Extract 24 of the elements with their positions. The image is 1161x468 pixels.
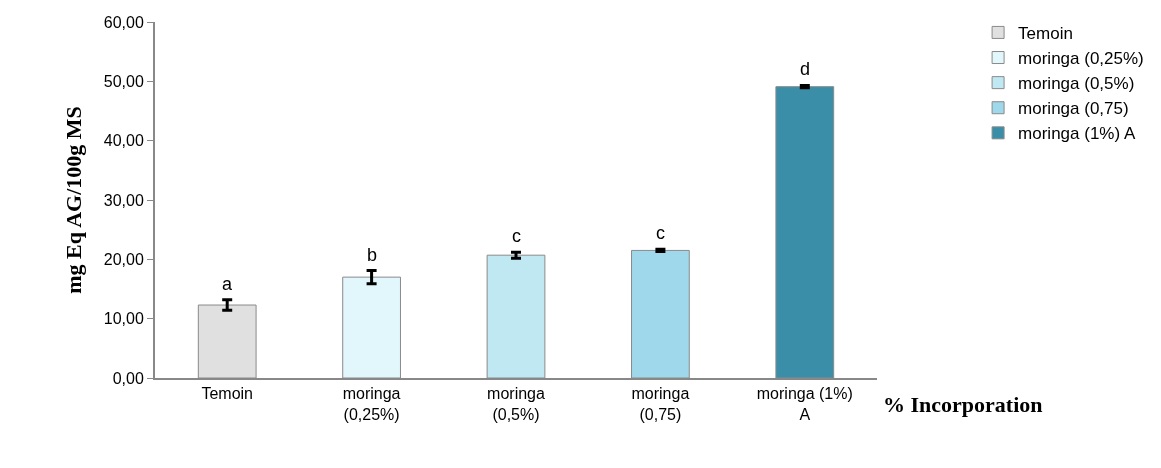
legend-label: Temoin bbox=[1018, 24, 1073, 44]
legend-label: moringa (1%) A bbox=[1018, 124, 1136, 144]
y-tick-label: 50,00 bbox=[103, 72, 144, 90]
x-tick-label: Temoin bbox=[201, 385, 253, 403]
annotation: a bbox=[222, 274, 233, 294]
annotation: d bbox=[800, 59, 811, 79]
x-axis-title: % Incorporation bbox=[883, 392, 1043, 417]
x-tick-label: moringa (0,75) bbox=[631, 385, 690, 423]
x-tick-label: moringa (1%) A bbox=[756, 385, 853, 423]
annotation: b bbox=[367, 245, 378, 265]
y-tick-label: 0,00 bbox=[112, 369, 144, 387]
y-tick-label: 40,00 bbox=[103, 132, 144, 150]
y-tick-label: 30,00 bbox=[103, 191, 144, 209]
legend-label: moringa (0,75) bbox=[1018, 99, 1129, 119]
y-tick-label: 10,00 bbox=[103, 310, 144, 328]
x-tick-label: moringa (0,5%) bbox=[487, 385, 545, 423]
legend-label: moringa (0,5%) bbox=[1018, 74, 1135, 94]
y-tick-label: 20,00 bbox=[103, 250, 144, 268]
y-tick-label: 60,00 bbox=[103, 13, 144, 31]
annotation: c bbox=[656, 223, 665, 243]
x-tick-label: moringa (0,25%) bbox=[342, 385, 401, 423]
y-axis-title: mg Eq AG/100g MS bbox=[61, 106, 87, 294]
annotation: c bbox=[512, 226, 521, 246]
legend-label: moringa (0,25%) bbox=[1018, 49, 1144, 69]
